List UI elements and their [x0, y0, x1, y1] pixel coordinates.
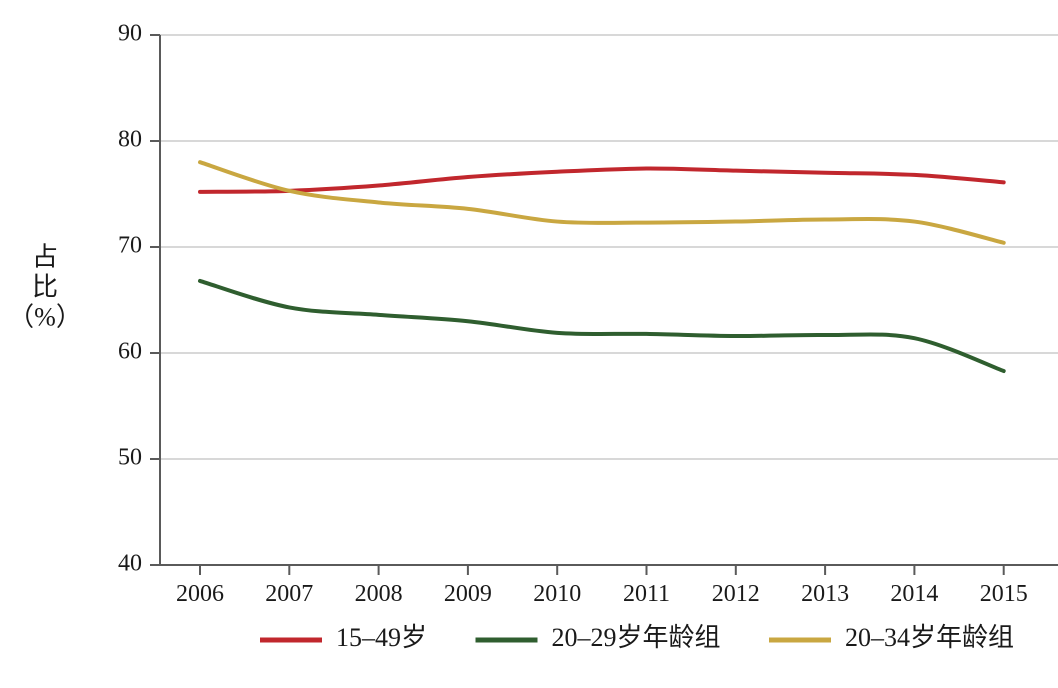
y-tick-label: 90: [118, 21, 142, 47]
x-tick-label: 2012: [712, 581, 760, 607]
y-tick-label: 70: [118, 233, 142, 259]
x-tick-label: 2014: [890, 581, 938, 607]
x-tick-label: 2009: [444, 581, 492, 607]
x-tick-label: 2010: [533, 581, 581, 607]
x-tick-label: 2013: [801, 581, 849, 607]
y-axis-title-line: 占: [32, 242, 58, 271]
y-axis-title-line: 比: [32, 272, 58, 301]
y-tick-label: 40: [118, 551, 142, 577]
legend-label: 20–29岁年龄组: [552, 623, 721, 652]
y-tick-label: 50: [118, 445, 142, 471]
y-tick-label: 60: [118, 339, 142, 365]
x-tick-label: 2015: [980, 581, 1028, 607]
x-tick-label: 2011: [623, 581, 670, 607]
y-axis-title-line: （%）: [8, 302, 82, 331]
chart-container: 40 50 60 70 80 90 2006 2007 2008 2009 2010 2011 2012…: [0, 0, 1058, 688]
x-tick-label: 2008: [355, 581, 403, 607]
legend-label: 20–34岁年龄组: [845, 623, 1014, 652]
line-chart: 40 50 60 70 80 90 2006 2007 2008 2009 2010 2011 2012…: [0, 0, 1058, 688]
legend-label: 15–49岁: [336, 623, 427, 652]
x-tick-label: 2006: [176, 581, 224, 607]
y-tick-label: 80: [118, 127, 142, 153]
x-tick-label: 2007: [265, 581, 313, 607]
